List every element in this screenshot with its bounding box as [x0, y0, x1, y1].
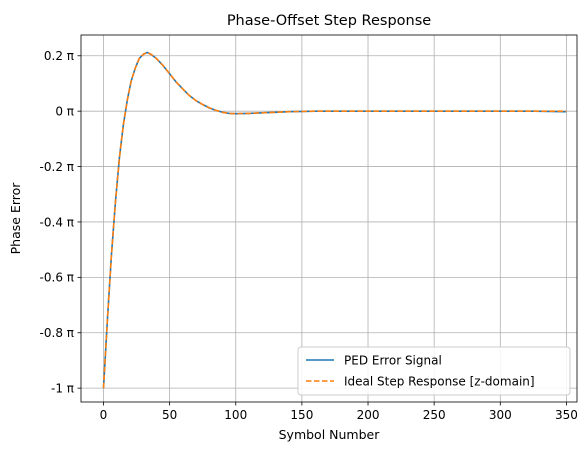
x-tick-label: 250: [423, 408, 446, 422]
y-tick-label: -0.6 π: [40, 271, 74, 285]
legend: PED Error Signal Ideal Step Response [z-…: [297, 346, 571, 396]
series-layer: [102, 51, 567, 389]
y-tick-label: -0.8 π: [40, 326, 74, 340]
y-axis: -1 π -0.8 π -0.6 π -0.4 π -0.2 π 0 π 0.2 π: [40, 49, 81, 395]
series-line-ideal-step: [102, 51, 567, 389]
y-tick-label: 0.2 π: [44, 49, 74, 63]
x-tick-label: 100: [224, 408, 247, 422]
y-tick-label: -0.4 π: [40, 215, 74, 229]
y-tick-label: -0.2 π: [40, 160, 74, 174]
plot-frame: [80, 34, 578, 403]
legend-label-ideal: Ideal Step Response [z-domain]: [344, 374, 535, 388]
x-axis: 0 50 100 150 200 250 300 350: [100, 402, 578, 422]
y-tick-label: -1 π: [51, 381, 74, 395]
legend-box: [297, 346, 571, 396]
x-tick-label: 300: [489, 408, 512, 422]
y-tick-label: 0 π: [55, 104, 74, 118]
x-tick-label: 50: [162, 408, 177, 422]
y-axis-label: Phase Error: [8, 182, 23, 255]
legend-label-ped: PED Error Signal: [344, 353, 442, 367]
x-tick-label: 0: [100, 408, 108, 422]
x-tick-label: 150: [290, 408, 313, 422]
x-tick-label: 200: [357, 408, 380, 422]
chart-title: Phase-Offset Step Response: [227, 13, 431, 29]
x-axis-label: Symbol Number: [279, 427, 381, 442]
x-tick-label: 350: [555, 408, 578, 422]
